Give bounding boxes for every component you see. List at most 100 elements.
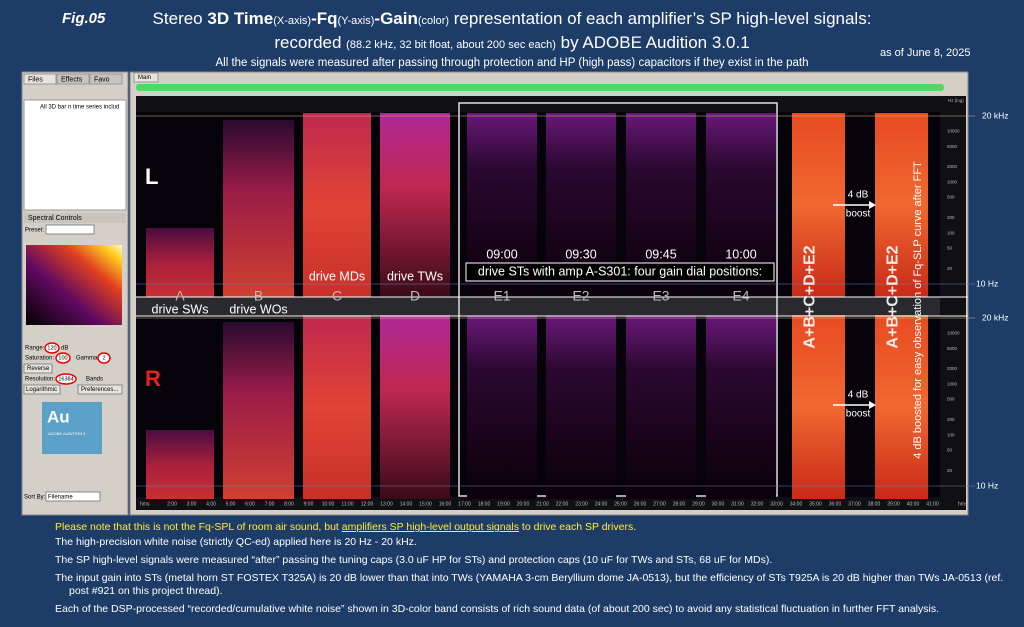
value: 100 (58, 355, 67, 361)
freq-tick: 500 (947, 195, 955, 200)
spectrum-band (706, 315, 776, 499)
freq-mark: 20 kHz (982, 110, 1008, 120)
spectrum-band (467, 315, 537, 499)
time-tick: 29:00 (692, 501, 705, 507)
figure-number: Fig.05 (62, 10, 106, 27)
highlight (55, 352, 71, 364)
panel-tab (133, 72, 159, 83)
highlight (44, 342, 60, 354)
button[interactable] (23, 384, 61, 395)
time-tick: 5:00 (226, 501, 236, 507)
time-label: 09:30 (565, 247, 596, 261)
label: Range: (25, 346, 45, 352)
time-label: 09:00 (486, 247, 517, 261)
unit: Bands (86, 377, 103, 383)
freq-tick: 1000 (947, 179, 958, 184)
channel-label: L (145, 164, 158, 189)
value: 16384 (58, 376, 73, 382)
time-label: 09:45 (645, 247, 676, 261)
title: Stereo 3D Time(X-axis)-Fq(Y-axis)-Gain(c… (0, 8, 1024, 32)
time-tick: 35:00 (809, 501, 822, 507)
note-part: amplifiers SP high-level output signals (341, 521, 520, 533)
label: Saturation: (25, 356, 54, 362)
time-tick: 17:00 (458, 501, 471, 507)
title-part: Stereo (152, 9, 208, 28)
spectrum-band (223, 120, 294, 297)
tab-label: Main (138, 75, 151, 81)
spectrum-band (303, 315, 371, 499)
button[interactable] (23, 363, 53, 374)
time-tick: 9:00 (304, 501, 314, 507)
label: Gamma: (76, 356, 99, 362)
tab-label: Files (28, 76, 43, 83)
time-unit: hms (958, 501, 968, 507)
footer-paragraph: The input gain into STs (metal horn ST F… (55, 572, 1004, 597)
freq-tick: 20 (947, 266, 953, 271)
freq-tick: 200 (947, 417, 955, 422)
time-tick: 37:00 (848, 501, 861, 507)
time-tick: 23:00 (575, 501, 588, 507)
footer: Please note that this is not the Fq-SPL … (55, 521, 1015, 621)
label: Sort By: (24, 495, 46, 501)
spectrum-band (303, 113, 371, 297)
time-tick: 36:00 (829, 501, 842, 507)
freq-tick: 5000 (947, 346, 958, 351)
band-label: E3 (652, 288, 669, 304)
time-tick: 41:00 (926, 501, 939, 507)
tab-label: Effects (61, 76, 83, 83)
tab-label: Favo (94, 76, 110, 83)
spectrum-band (223, 322, 294, 499)
band-caption: drive MDs (309, 269, 365, 283)
side-note: 4 dB boosted for easy observation of Fq-… (912, 161, 924, 459)
time-tick: 20:00 (517, 501, 530, 507)
freq-tick: 2000 (947, 164, 958, 169)
file-item: All 3D bar n time series includ (40, 105, 119, 111)
section-title: Spectral Controls (28, 215, 82, 222)
band-label: E4 (732, 288, 749, 304)
freq-tick: 5000 (947, 144, 958, 149)
sort-dropdown[interactable] (45, 491, 101, 502)
band-caption: drive WOs (229, 302, 287, 316)
label: Resolution: (25, 377, 55, 383)
date: as of June 8, 2025 (880, 47, 971, 59)
time-tick: 2:00 (167, 501, 177, 507)
time-tick: 3:00 (187, 501, 197, 507)
boost-label: 4 dB (848, 390, 869, 401)
time-tick: 32:00 (751, 501, 764, 507)
st-caption: drive STs with amp A-S301: four gain dia… (478, 264, 762, 278)
button-label: Reverse (27, 366, 50, 372)
selection-box (458, 102, 778, 497)
time-tick: 30:00 (712, 501, 725, 507)
title-part: (X-axis) (273, 15, 312, 27)
time-tick: 19:00 (497, 501, 510, 507)
band-label: E2 (572, 288, 589, 304)
button-label: Logarithmic (26, 387, 57, 393)
time-tick: 21:00 (536, 501, 549, 507)
highlight (55, 373, 77, 385)
spectrum-band (146, 430, 214, 499)
footer-paragraph: The high-precision white noise (strictly… (55, 536, 417, 548)
time-tick: 34:00 (790, 501, 803, 507)
preset-dropdown[interactable] (45, 224, 95, 235)
boost-label: boost (846, 209, 871, 220)
caption-box (465, 262, 775, 282)
axis-title: Hz (log) (948, 98, 964, 103)
freq-tick: 50 (947, 246, 953, 251)
band-label: A+B+C+D+E2 (885, 245, 902, 348)
time-tick: 7:00 (265, 501, 275, 507)
time-tick: 40:00 (907, 501, 920, 507)
panel-tab (89, 73, 123, 85)
time-tick: 11:00 (341, 501, 353, 507)
freq-tick: 1000 (947, 381, 958, 386)
band-label: E1 (493, 288, 510, 304)
button[interactable] (77, 384, 123, 395)
time-tick: 24:00 (595, 501, 608, 507)
time-tick: 6:00 (245, 501, 255, 507)
logo: Au (47, 407, 70, 426)
spectrum-band (792, 315, 845, 499)
value: 120 (47, 345, 56, 351)
note-part: Please note that this is not the Fq-SPL … (55, 521, 342, 533)
value: Filename (48, 495, 73, 501)
time-tick: 39:00 (887, 501, 900, 507)
time-tick: 18:00 (478, 501, 491, 507)
